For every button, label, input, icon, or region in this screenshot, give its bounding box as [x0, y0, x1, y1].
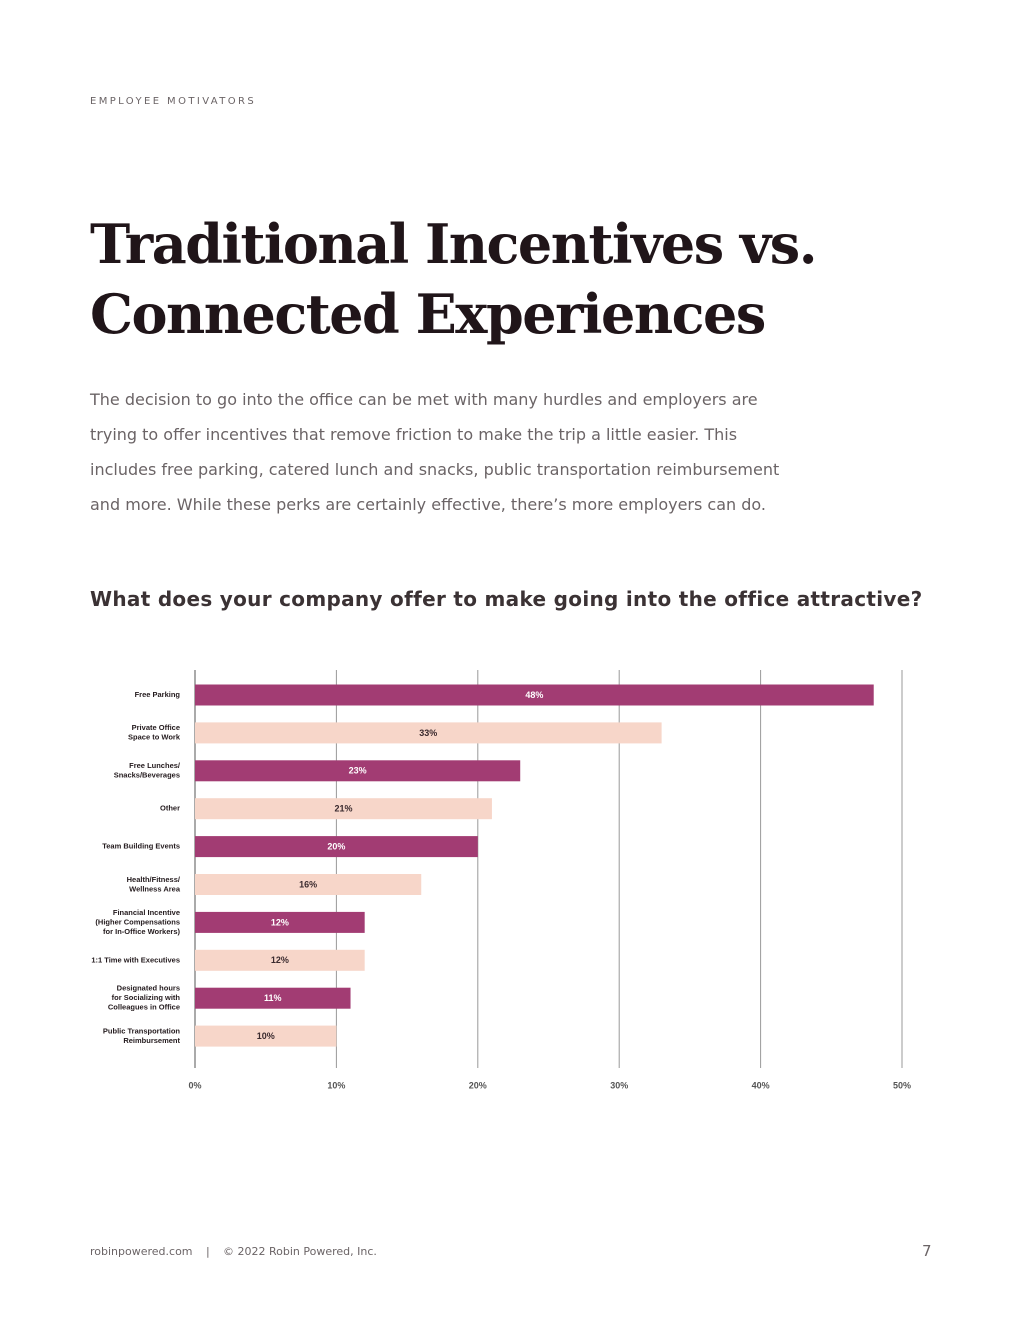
- y-tick-label: Financial Incentive (Higher Compensations…: [95, 908, 180, 936]
- body-line: trying to offer incentives that remove f…: [90, 425, 738, 444]
- x-tick-label: 20%: [469, 1080, 487, 1090]
- page-number: 7: [922, 1242, 932, 1260]
- body-line: The decision to go into the office can b…: [90, 390, 758, 409]
- title-line: Connected Experiences: [90, 282, 766, 346]
- bar: [195, 836, 478, 858]
- body-line: includes free parking, catered lunch and…: [90, 460, 780, 479]
- y-tick-label: Health/Fitness/Wellness Area: [127, 875, 181, 894]
- bar: [195, 949, 365, 971]
- value-label: 12%: [271, 917, 289, 927]
- value-label: 21%: [334, 804, 352, 814]
- value-label: 23%: [349, 766, 367, 776]
- value-label: 33%: [419, 728, 437, 738]
- y-tick-label: Private Office Space to Work: [128, 723, 181, 742]
- bar: [195, 798, 492, 820]
- footer-site: robinpowered.com: [90, 1245, 193, 1258]
- y-tick-label: Team Building Events: [102, 842, 180, 851]
- bar: [195, 760, 521, 782]
- bar: [195, 722, 662, 744]
- x-tick-label: 10%: [327, 1080, 345, 1090]
- bar: [195, 874, 422, 895]
- bar: [195, 1025, 337, 1047]
- eyebrow: EMPLOYEE MOTIVATORS: [90, 96, 257, 107]
- value-label: 48%: [525, 690, 543, 700]
- value-label: 10%: [257, 1031, 275, 1041]
- footer-copyright: © 2022 Robin Powered, Inc.: [223, 1245, 377, 1258]
- value-label: 20%: [327, 841, 345, 851]
- bar: [195, 684, 874, 706]
- value-label: 11%: [264, 993, 282, 1003]
- chart: 0% 10% 20% 30% 40% 50% Free Parking 48% Private …: [91, 670, 911, 1090]
- y-tick-label: Public Transportation Reimbursement: [103, 1026, 181, 1045]
- y-tick-label: Free Parking: [135, 690, 181, 699]
- body-line: and more. While these perks are certainl…: [90, 495, 767, 514]
- footer-separator: |: [206, 1245, 210, 1258]
- bar: [195, 911, 365, 933]
- y-tick-label: Other: [160, 804, 180, 813]
- x-tick-label: 0%: [188, 1080, 201, 1090]
- value-label: 16%: [299, 879, 317, 889]
- x-tick-label: 30%: [610, 1080, 628, 1090]
- chart-title: What does your company offer to make goi…: [90, 587, 923, 611]
- y-tick-label: 1:1 Time with Executives: [91, 955, 180, 964]
- bar: [195, 987, 351, 1009]
- x-tick-label: 40%: [752, 1080, 770, 1090]
- title-line: Traditional Incentives vs.: [90, 212, 818, 276]
- x-tick-label: 50%: [893, 1080, 911, 1090]
- y-tick-label: Free Lunches/Snacks/Beverages: [114, 761, 181, 780]
- value-label: 12%: [271, 955, 289, 965]
- y-tick-label: Designated hours for Socializing with Coll…: [108, 984, 181, 1012]
